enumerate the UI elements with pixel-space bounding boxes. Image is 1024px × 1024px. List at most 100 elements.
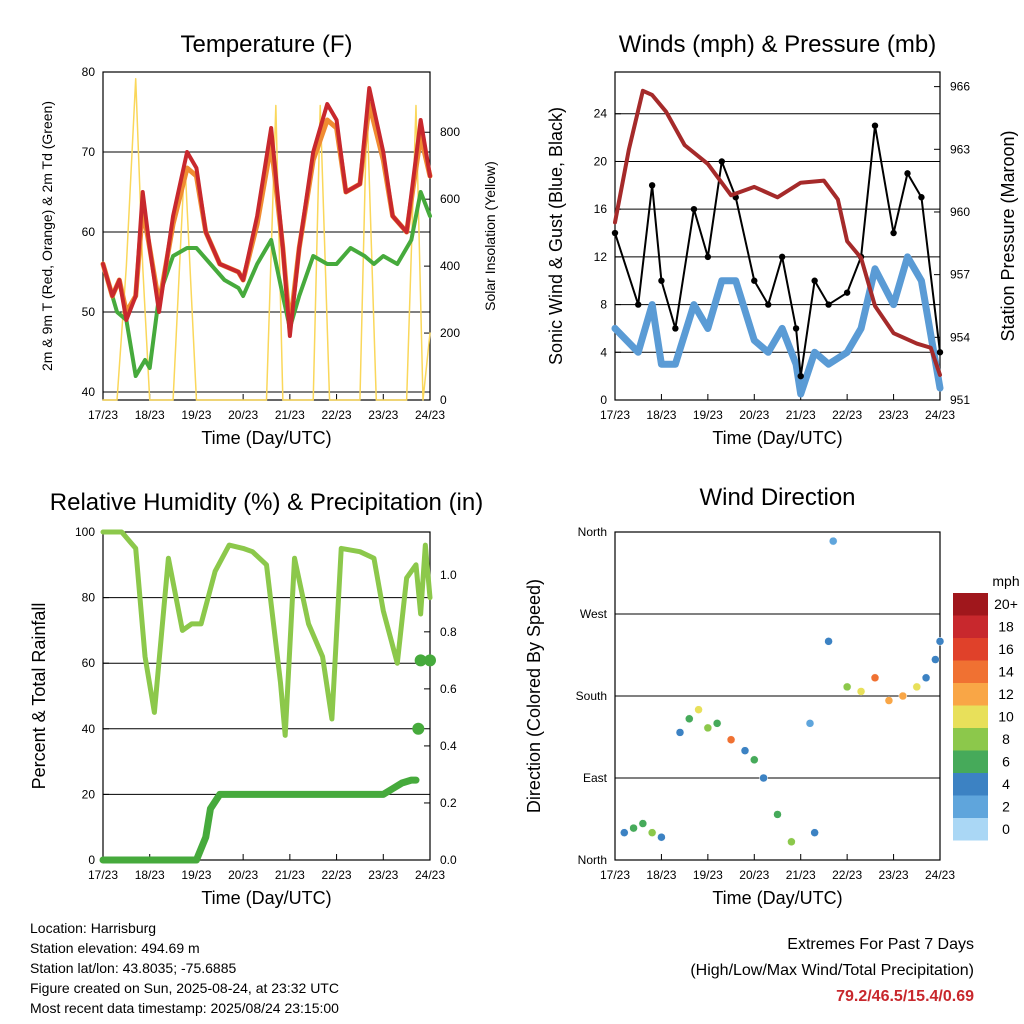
legend-label: 14 bbox=[998, 664, 1014, 680]
legend-swatch bbox=[953, 728, 988, 751]
x-axis-label: Time (Day/UTC) bbox=[201, 428, 331, 448]
y-tick-label: 50 bbox=[82, 305, 96, 319]
precip-point bbox=[412, 722, 425, 735]
direction-point bbox=[726, 735, 736, 744]
y-axis-label: 2m & 9m T (Red, Orange) & 2m Td (Green) bbox=[39, 101, 55, 371]
y-tick-label: 60 bbox=[82, 225, 96, 239]
x-tick-label: 22/23 bbox=[322, 408, 352, 422]
x-tick-label: 22/23 bbox=[832, 868, 862, 882]
legend-label: 12 bbox=[998, 686, 1014, 702]
panel-3 bbox=[614, 531, 988, 861]
legend-swatch bbox=[953, 593, 988, 616]
x-tick-label: 19/23 bbox=[693, 408, 723, 422]
direction-point bbox=[629, 823, 638, 833]
y2-tick-label: 966 bbox=[950, 80, 970, 94]
y-tick-label: 4 bbox=[600, 345, 607, 359]
x-tick-label: 18/23 bbox=[135, 408, 165, 422]
direction-point bbox=[828, 536, 838, 546]
x-tick-label: 22/23 bbox=[832, 408, 862, 422]
direction-point bbox=[787, 837, 796, 847]
y2-tick-label: 0.4 bbox=[440, 739, 457, 753]
series-total-precipitation bbox=[99, 776, 420, 864]
y-tick-label: 60 bbox=[82, 656, 96, 670]
x-tick-label: 23/23 bbox=[879, 868, 909, 882]
y2-tick-label: 400 bbox=[440, 259, 460, 273]
x-tick-label: 24/23 bbox=[925, 868, 955, 882]
y-axis-label: Direction (Colored By Speed) bbox=[524, 579, 544, 813]
direction-point bbox=[824, 637, 833, 646]
chart-title: Wind Direction bbox=[699, 484, 855, 511]
y2-tick-label: 800 bbox=[440, 125, 460, 139]
legend-label: 20+ bbox=[994, 596, 1018, 612]
panel-2 bbox=[99, 529, 436, 864]
legend-swatch bbox=[953, 660, 988, 683]
chart-title: Temperature (F) bbox=[180, 31, 352, 58]
x-tick-label: 21/23 bbox=[275, 868, 305, 882]
direction-point bbox=[935, 637, 945, 646]
y-tick-label: 40 bbox=[82, 385, 96, 399]
direction-point bbox=[810, 828, 819, 837]
y-tick-label: South bbox=[576, 689, 607, 703]
legend-label: 2 bbox=[1002, 799, 1010, 815]
series-wind bbox=[611, 253, 944, 398]
x-tick-label: 21/23 bbox=[786, 868, 816, 882]
x-tick-label: 19/23 bbox=[181, 868, 211, 882]
y2-tick-label: 1.0 bbox=[440, 568, 457, 582]
x-tick-label: 22/23 bbox=[322, 868, 352, 882]
legend-swatch bbox=[953, 615, 988, 638]
x-tick-label: 23/23 bbox=[368, 408, 398, 422]
y-tick-label: 20 bbox=[82, 787, 96, 801]
legend-swatch bbox=[953, 773, 988, 796]
y2-tick-label: 963 bbox=[950, 142, 970, 156]
direction-point bbox=[703, 723, 713, 733]
legend-label: 10 bbox=[998, 709, 1014, 725]
y-tick-label: 40 bbox=[82, 722, 96, 736]
y-tick-label: 0 bbox=[600, 393, 607, 407]
direction-point bbox=[912, 682, 922, 692]
panel-1 bbox=[611, 71, 944, 401]
y-tick-label: 16 bbox=[594, 202, 608, 216]
y-tick-label: North bbox=[578, 525, 607, 539]
extremes-subtitle: (High/Low/Max Wind/Total Precipitation) bbox=[690, 962, 974, 979]
extremes-box: Extremes For Past 7 Days (High/Low/Max W… bbox=[690, 932, 974, 1010]
y-tick-label: 70 bbox=[82, 145, 96, 159]
y2-axis-label: Solar Insolation (Yellow) bbox=[482, 161, 498, 311]
direction-point bbox=[675, 728, 685, 737]
x-axis-label: Time (Day/UTC) bbox=[712, 888, 842, 908]
direction-point bbox=[856, 687, 866, 696]
y2-tick-label: 957 bbox=[950, 268, 970, 282]
direction-point bbox=[694, 705, 703, 714]
x-tick-label: 17/23 bbox=[600, 408, 630, 422]
plot-frame bbox=[102, 531, 431, 861]
legend-label: 16 bbox=[998, 641, 1014, 657]
direction-point bbox=[685, 714, 694, 724]
x-tick-label: 20/23 bbox=[228, 408, 258, 422]
x-tick-label: 18/23 bbox=[135, 868, 165, 882]
y-tick-label: 8 bbox=[600, 298, 607, 312]
y2-tick-label: 960 bbox=[950, 205, 970, 219]
y2-tick-label: 954 bbox=[950, 330, 970, 344]
direction-point bbox=[759, 773, 768, 783]
created-text: Figure created on Sun, 2025-08-24, at 23… bbox=[30, 980, 339, 996]
direction-point bbox=[931, 655, 940, 664]
y-tick-label: 12 bbox=[594, 250, 608, 264]
y2-axis-label: Station Pressure (Maroon) bbox=[998, 130, 1018, 341]
direction-point bbox=[773, 810, 782, 819]
elevation-text: Station elevation: 494.69 m bbox=[30, 940, 200, 956]
legend-swatch bbox=[953, 795, 988, 818]
y2-tick-label: 200 bbox=[440, 326, 460, 340]
precip-point bbox=[414, 654, 427, 667]
y-tick-label: 20 bbox=[594, 154, 608, 168]
y2-tick-label: 951 bbox=[950, 393, 970, 407]
y-tick-label: 80 bbox=[82, 591, 96, 605]
legend-label: 8 bbox=[1002, 731, 1010, 747]
series-pressure bbox=[613, 88, 942, 377]
station-info: Location: Harrisburg Station elevation: … bbox=[30, 918, 339, 1018]
direction-point bbox=[898, 691, 908, 701]
legend-label: 4 bbox=[1002, 776, 1010, 792]
legend-title: mph bbox=[992, 573, 1019, 589]
legend-swatch bbox=[953, 683, 988, 706]
y-tick-label: 0 bbox=[88, 853, 95, 867]
direction-point bbox=[842, 682, 852, 692]
